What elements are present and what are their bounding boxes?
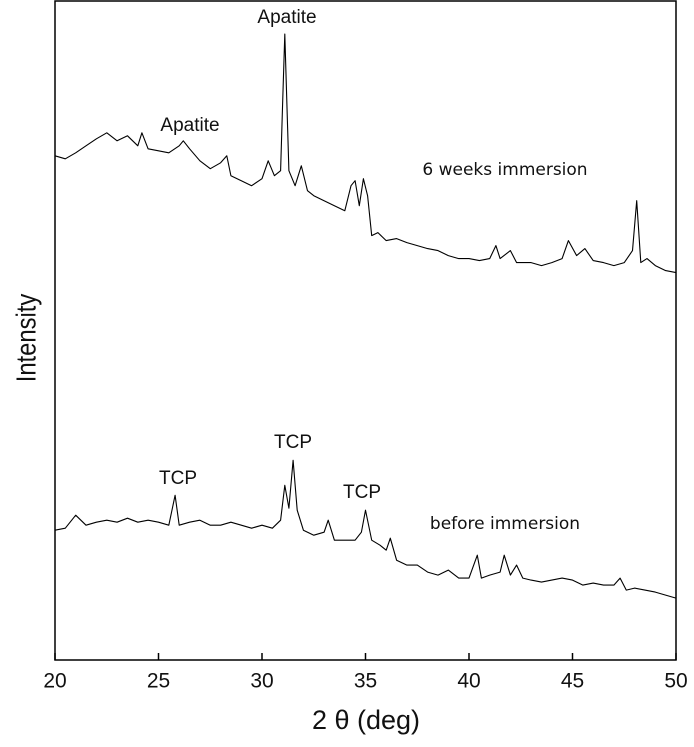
x-tick-label: 20 <box>43 670 66 693</box>
x-axis-label: 2 θ (deg) <box>312 705 420 735</box>
x-tick-label: 45 <box>561 670 584 693</box>
x-tick-label: 40 <box>457 670 480 693</box>
series-line <box>54 459 677 599</box>
y-axis-label: Intensity <box>10 294 42 383</box>
annotation: 6 weeks immersion <box>422 160 587 180</box>
annotation: Apatite <box>160 115 219 136</box>
x-tick-label: 30 <box>250 670 273 693</box>
annotation: Apatite <box>257 7 316 28</box>
annotation: TCP <box>159 468 197 489</box>
x-tick-label: 35 <box>354 670 377 693</box>
annotation: before immersion <box>430 514 580 534</box>
annotation: TCP <box>343 482 381 503</box>
annotation: TCP <box>274 432 312 453</box>
x-tick-label: 50 <box>664 670 687 693</box>
plot-frame <box>54 0 677 661</box>
x-tick-label: 25 <box>147 670 170 693</box>
series-line <box>54 33 677 274</box>
